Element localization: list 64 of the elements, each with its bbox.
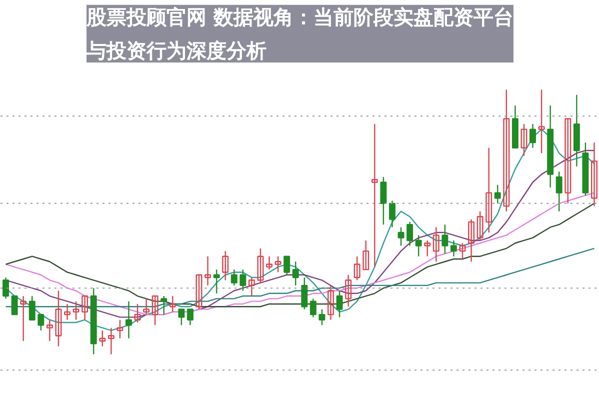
candlestick (240, 268, 246, 292)
candlestick (11, 295, 18, 316)
candlestick (46, 319, 53, 342)
candlestick (301, 276, 308, 310)
candlestick (520, 123, 528, 156)
candlestick (538, 89, 545, 154)
chart-title: 股票投顾官网 数据视角：当前阶段实盘配资平台与投资行为深度分析 (86, 4, 514, 62)
candlestick (108, 327, 114, 355)
candlestick (178, 308, 185, 326)
candlestick (530, 123, 536, 148)
candlestick (354, 256, 360, 281)
candlestick (160, 295, 168, 316)
candlestick (415, 234, 422, 257)
candlestick (292, 261, 299, 286)
candlestick (28, 295, 36, 320)
candlestick (468, 218, 475, 262)
candlestick (424, 240, 431, 257)
candlestick (362, 240, 370, 270)
candlestick (328, 284, 334, 320)
candlestick (82, 295, 88, 320)
candlestick (442, 224, 448, 254)
candlestick (476, 210, 484, 242)
candlestick (274, 256, 282, 273)
candlestick (55, 290, 62, 347)
candlestick (213, 268, 220, 294)
candlestick (398, 226, 404, 246)
candlestick (134, 303, 141, 324)
candlestick (371, 123, 378, 268)
candlestick (204, 256, 212, 286)
candlestick (116, 319, 124, 339)
candlestick (564, 118, 572, 204)
candlestick (406, 221, 414, 246)
candlestick (20, 295, 27, 342)
candlestick (388, 200, 396, 228)
candlestick (336, 290, 343, 318)
candlestick (152, 295, 158, 326)
candlestick (450, 240, 457, 257)
candlestick (169, 295, 176, 313)
candlestick (494, 184, 501, 204)
candlestick (380, 176, 387, 226)
candlestick (64, 303, 70, 320)
candlestick (459, 242, 466, 260)
candlestick (222, 250, 229, 281)
candlestick (143, 298, 150, 316)
candlestick (2, 276, 10, 300)
candlestick (38, 314, 44, 332)
candlestick (248, 276, 255, 297)
candlestick (230, 268, 238, 286)
candlestick (590, 142, 598, 207)
candlestick (266, 256, 272, 270)
candlestick (72, 300, 80, 320)
candlestick (310, 298, 316, 318)
candlestick (257, 248, 264, 284)
candlestick (99, 330, 106, 347)
candlestick (186, 308, 194, 326)
candlestick (125, 300, 132, 339)
candlestick (196, 274, 202, 310)
candlestick (486, 147, 492, 234)
candlestick (345, 274, 352, 308)
candlestick (503, 89, 510, 212)
candlestick (556, 171, 562, 212)
candlestick (318, 308, 326, 326)
candlestick (284, 256, 290, 276)
candlestick (432, 226, 440, 262)
